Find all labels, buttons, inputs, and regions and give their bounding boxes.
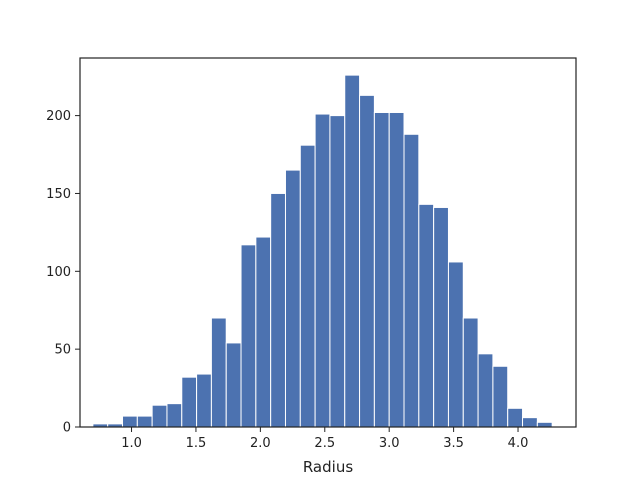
histogram-bar xyxy=(196,373,212,428)
histogram-bar xyxy=(522,417,538,428)
y-tick-label: 150 xyxy=(46,187,71,202)
x-tick-label: 4.0 xyxy=(508,436,529,451)
x-tick-label: 1.0 xyxy=(121,436,142,451)
y-tick-label: 100 xyxy=(46,265,71,280)
histogram-bar xyxy=(136,415,153,428)
x-axis: 1.0 1.5 2.0 2.5 3.0 3.5 4.0 xyxy=(121,427,528,451)
histogram-bars xyxy=(92,74,553,428)
x-tick-label: 3.5 xyxy=(443,436,464,451)
histogram-bar xyxy=(359,94,375,428)
y-tick-label: 200 xyxy=(46,109,71,124)
histogram-bar xyxy=(299,144,316,428)
histogram-bar xyxy=(373,111,390,428)
x-tick-label: 2.5 xyxy=(314,436,335,451)
y-tick-label: 50 xyxy=(54,343,71,358)
histogram-bar xyxy=(447,261,464,428)
x-tick-label: 1.5 xyxy=(186,436,207,451)
histogram-bar xyxy=(344,74,361,428)
histogram-bar xyxy=(210,317,227,428)
plot-frame xyxy=(79,57,577,428)
histogram-bar xyxy=(225,342,242,428)
x-axis-label: Radius xyxy=(303,458,353,476)
histogram-bar xyxy=(270,192,286,428)
histogram-bar xyxy=(255,236,272,428)
histogram-bar xyxy=(477,353,494,428)
histogram-bar xyxy=(492,365,509,428)
histogram-bar xyxy=(536,421,553,428)
histogram-bar xyxy=(329,115,346,428)
histogram-bar xyxy=(314,113,331,428)
histogram-bar xyxy=(433,206,449,428)
y-tick-label: 0 xyxy=(63,421,71,436)
histogram-bar xyxy=(166,403,183,428)
histogram-bar xyxy=(240,244,257,428)
histogram-bar xyxy=(122,415,138,428)
histogram-bar xyxy=(418,203,435,428)
histogram-bar xyxy=(403,133,420,428)
histogram-bar xyxy=(284,169,301,428)
y-axis: 0 50 100 150 200 xyxy=(46,109,80,436)
x-tick-label: 2.0 xyxy=(250,436,271,451)
histogram-bar xyxy=(388,111,405,428)
histogram-bar xyxy=(151,404,168,428)
histogram-bar xyxy=(507,407,524,428)
x-tick-label: 3.0 xyxy=(379,436,400,451)
histogram-bar xyxy=(462,317,479,428)
histogram-bar xyxy=(181,376,198,428)
